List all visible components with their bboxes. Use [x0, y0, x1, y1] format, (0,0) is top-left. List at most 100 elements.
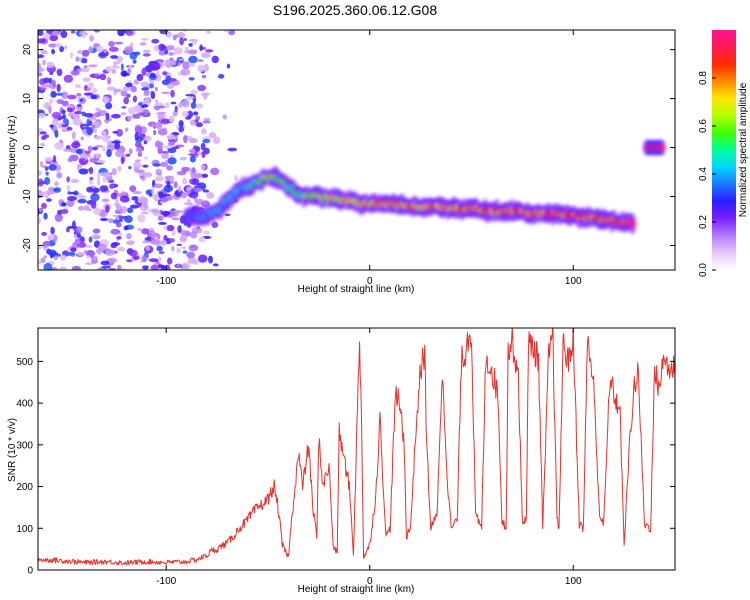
top-y-axis-label: Frequency (Hz) [7, 116, 18, 185]
noise-speckle [112, 214, 119, 217]
noise-speckle [173, 210, 184, 213]
noise-speckle [73, 234, 78, 239]
noise-speckle [168, 51, 174, 56]
noise-speckle [38, 72, 42, 77]
ridge-point [629, 220, 636, 228]
noise-speckle [76, 104, 82, 107]
noise-speckle [178, 120, 184, 128]
noise-speckle [99, 209, 106, 218]
bottom-x-axis-label: Height of straight line (km) [298, 584, 415, 595]
noise-speckle [195, 115, 201, 121]
noise-speckle [170, 89, 175, 98]
noise-speckle [83, 250, 89, 255]
noise-speckle [139, 175, 144, 179]
noise-speckle [95, 107, 101, 112]
noise-speckle [112, 219, 120, 224]
noise-speckle [38, 38, 46, 44]
noise-speckle [39, 160, 43, 167]
noise-speckle [186, 110, 194, 119]
noise-speckle [200, 164, 206, 170]
noise-speckle [100, 130, 107, 137]
noise-speckle [166, 257, 173, 265]
noise-speckle [82, 77, 91, 83]
noise-speckle [91, 87, 98, 94]
noise-speckle [125, 30, 134, 37]
noise-speckle [107, 77, 112, 85]
noise-speckle [101, 146, 106, 152]
noise-speckle [90, 251, 94, 260]
colorbar-tick-label: 0.8 [698, 71, 709, 85]
noise-speckle [111, 65, 120, 69]
noise-speckle [181, 262, 191, 270]
noise-speckle [38, 87, 47, 91]
noise-speckle [178, 126, 185, 133]
noise-speckle [61, 124, 68, 128]
noise-speckle [39, 142, 46, 147]
noise-speckle [173, 181, 178, 189]
noise-speckle [163, 145, 174, 149]
noise-speckle [120, 156, 125, 165]
noise-speckle [138, 112, 145, 116]
noise-speckle [142, 53, 151, 57]
noise-speckle [52, 155, 57, 164]
y-tick-label: -10 [22, 189, 33, 204]
noise-speckle [49, 124, 54, 128]
x-tick-label: 100 [565, 576, 582, 587]
noise-speckle [51, 111, 61, 119]
x-tick-label: -100 [156, 576, 176, 587]
noise-speckle [80, 136, 84, 141]
noise-speckle [78, 168, 89, 175]
noise-speckle [43, 255, 48, 259]
noise-speckle [189, 155, 196, 163]
noise-speckle [90, 94, 97, 100]
noise-speckle [86, 118, 90, 127]
noise-speckle [61, 109, 66, 114]
noise-speckle [75, 226, 83, 234]
noise-speckle [200, 142, 206, 151]
noise-speckle [143, 135, 152, 142]
noise-speckle [79, 195, 87, 200]
colorbar: 0.0 0.2 0.4 0.6 0.8 Normalized spectral ampl… [698, 30, 749, 277]
noise-speckle [76, 92, 82, 97]
noise-speckle [140, 37, 149, 41]
noise-speckle [45, 241, 50, 247]
noise-speckle [185, 97, 192, 101]
noise-speckle [188, 138, 198, 144]
noise-speckle [188, 49, 198, 55]
noise-speckle [133, 79, 139, 85]
noise-speckle [51, 30, 61, 36]
noise-speckle [46, 198, 52, 202]
noise-speckle [160, 152, 170, 159]
noise-speckle [45, 171, 49, 176]
noise-speckle [88, 46, 94, 53]
noise-speckle [52, 117, 59, 127]
noise-speckle [202, 120, 211, 124]
noise-speckle [142, 240, 151, 244]
noise-speckle [141, 67, 147, 76]
noise-speckle [141, 228, 150, 235]
noise-speckle [160, 118, 170, 125]
noise-speckle [53, 255, 58, 261]
noise-speckle [91, 146, 98, 151]
noise-speckle [198, 236, 206, 243]
noise-speckle [185, 93, 195, 97]
noise-speckle [66, 199, 75, 207]
noise-speckle [140, 81, 150, 88]
noise-speckle [128, 166, 132, 170]
noise-speckle [44, 166, 49, 172]
noise-speckle [47, 234, 55, 241]
noise-speckle [149, 230, 156, 238]
noise-speckle [122, 86, 131, 92]
noise-speckle [41, 84, 51, 88]
noise-speckle [114, 41, 124, 45]
noise-speckle [197, 84, 207, 92]
noise-speckle [86, 254, 91, 259]
noise-speckle [50, 91, 57, 98]
noise-speckle [92, 187, 100, 193]
noise-speckle [148, 83, 155, 89]
noise-speckle [170, 101, 177, 105]
y-tick-label: 10 [22, 93, 33, 105]
bottom-y-axis-ticks: 0 100 200 300 400 500 [16, 357, 675, 577]
noise-speckle [188, 77, 195, 81]
noise-speckle [69, 51, 74, 59]
